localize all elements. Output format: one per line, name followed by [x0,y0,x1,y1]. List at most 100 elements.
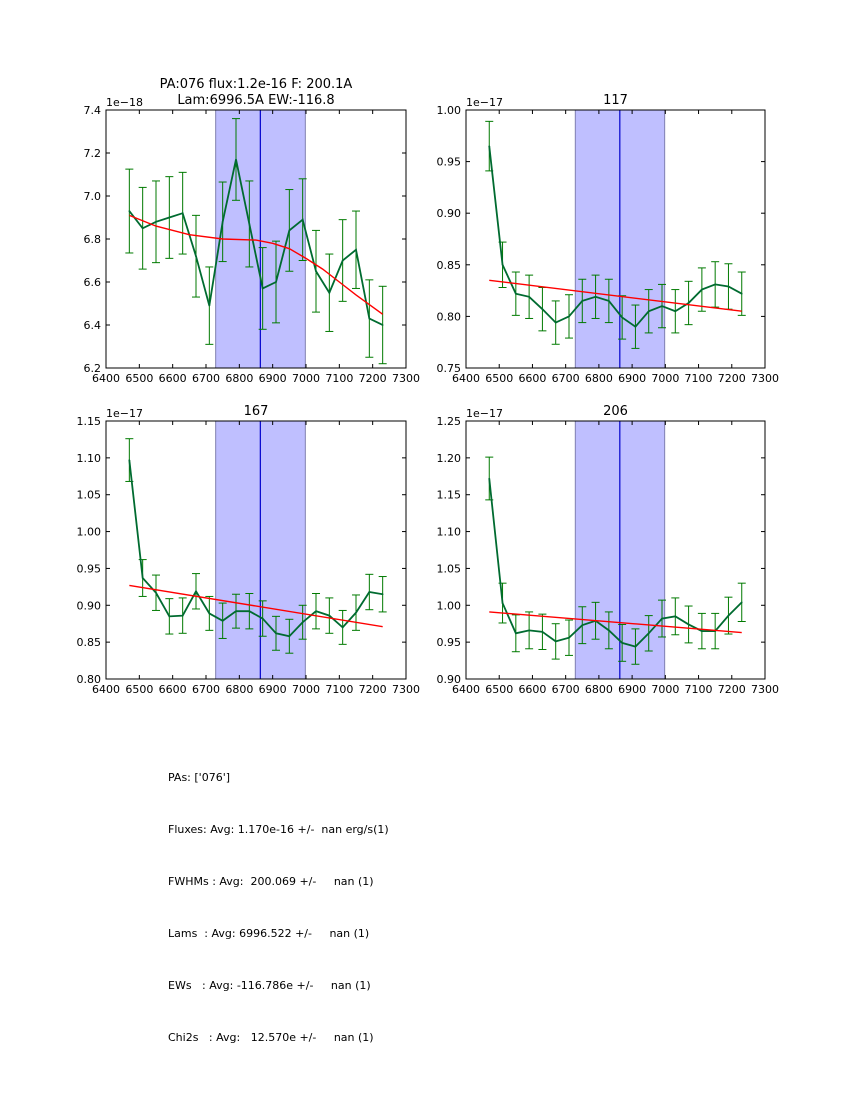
data-point [301,621,304,624]
data-point [541,631,544,633]
data-point [674,615,677,618]
panel-title: 167 [244,404,269,419]
stats-chi2s: Chi2s : Avg: 12.570e +/- nan (1) [168,1031,374,1044]
data-line [488,478,743,648]
y-tick-label: 0.80 [77,673,102,686]
y-tick-label: 7.4 [84,104,102,117]
x-tick-label: 6600 [518,683,546,696]
data-point [155,221,157,223]
plot-area [485,110,746,368]
stats-fluxes: Fluxes: Avg: 1.170e-16 +/- nan erg/s(1) [168,823,389,836]
y-tick-label: 1.00 [437,104,462,117]
axes-frame [465,420,766,680]
panel-title: 117 [603,93,628,108]
y-tick-label: 0.85 [437,259,462,272]
x-tick-label: 6500 [125,683,153,696]
panel-1: 6400 6500 6600 6700 6800 6900 7000 7100 7200 7300… [84,77,421,385]
data-point [355,248,357,251]
axis-offset-label: 1e−18 [106,96,143,109]
data-point [261,617,264,620]
data-point [341,259,344,262]
y-tick-label: 6.6 [84,276,102,289]
data-point [261,287,264,290]
data-point [381,324,384,326]
data-point [554,321,557,324]
y-tick-label: 0.85 [77,636,102,649]
data-point [594,295,597,298]
data-point [621,316,623,319]
x-tick-label: 7000 [292,372,320,385]
x-tick-label: 6800 [225,683,253,696]
x-tick-label: 7100 [325,372,353,385]
data-point [235,610,237,612]
data-point [608,300,610,302]
data-point [568,636,570,639]
data-point [248,610,251,612]
y-tick-label: 1.20 [437,452,462,465]
data-point [128,210,131,212]
data-point [221,619,224,622]
data-point [740,292,743,295]
data-point [208,304,211,307]
panel-title: Lam:6996.5A EW:-116.8 [177,93,334,108]
stats-pas: PAs: ['076'] [168,771,231,784]
x-tick-label: 7200 [718,372,746,385]
axes-frame [465,109,766,369]
data-point [701,288,703,291]
data-point [275,281,277,283]
x-tick-label: 6400 [92,372,120,385]
data-point [581,300,584,302]
x-tick-label: 6900 [618,372,646,385]
data-point [581,624,584,626]
x-tick-label: 7300 [392,683,420,696]
x-tick-label: 6500 [125,372,153,385]
axis-offset-label: 1e−17 [106,407,143,420]
x-tick-label: 6600 [518,372,546,385]
y-tick-label: 1.25 [437,415,462,428]
y-tick-label: 1.05 [77,489,102,502]
data-point [195,590,197,593]
data-point [568,315,570,318]
panel-2: 6400 6500 6600 6700 6800 6900 7000 7100 7200 7300… [437,93,780,385]
x-tick-label: 6900 [259,683,287,696]
y-tick-label: 0.95 [437,156,462,169]
data-point [621,642,623,644]
data-point [661,305,663,307]
panel-4: 6400 6500 6600 6700 6800 6900 7000 7100 7200 7300… [437,404,780,696]
data-point [328,291,331,294]
x-tick-label: 6500 [485,372,513,385]
data-point [541,308,544,310]
axis-offset-label: 1e−17 [466,96,503,109]
x-tick-label: 7100 [685,683,713,696]
stats-fwhms: FWHMs : Avg: 200.069 +/- nan (1) [168,875,374,888]
x-tick-label: 6800 [585,372,613,385]
data-point [647,310,650,313]
y-tick-label: 6.4 [84,319,102,332]
plot-area [485,421,746,679]
data-point [128,459,131,461]
y-tick-label: 0.90 [437,673,462,686]
data-line [128,159,384,326]
x-tick-label: 6900 [259,372,287,385]
x-tick-label: 6800 [225,372,253,385]
y-tick-label: 0.95 [77,562,102,575]
data-point [195,255,197,257]
data-point [501,602,504,604]
data-point [168,216,171,219]
x-tick-label: 7200 [359,372,387,385]
x-tick-label: 6900 [618,683,646,696]
data-point [221,221,224,223]
data-point [515,632,517,635]
panel-title: 206 [603,404,628,419]
y-tick-label: 1.15 [77,415,102,428]
y-tick-label: 7.0 [84,190,102,203]
data-point [288,229,291,232]
data-point [701,630,703,632]
data-point [168,615,171,618]
data-point [727,614,730,617]
x-tick-label: 6600 [159,372,187,385]
x-tick-label: 6400 [452,683,480,696]
data-point [488,477,491,480]
data-point [288,635,291,638]
data-point [647,632,650,635]
